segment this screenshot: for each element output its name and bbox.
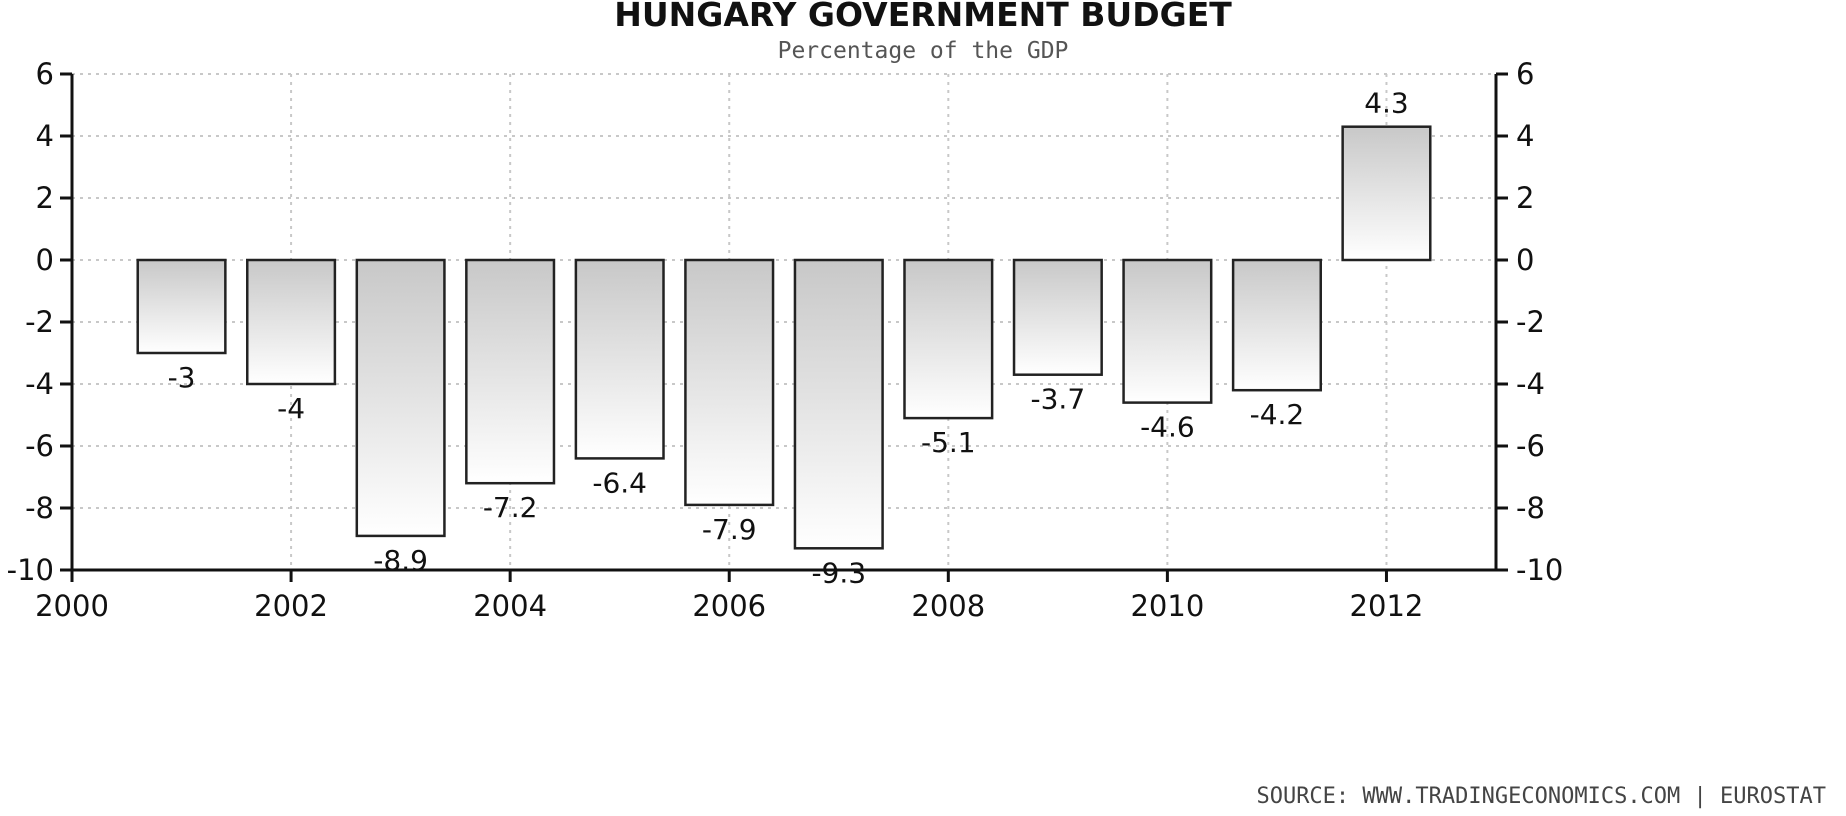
bar-2004 — [465, 258, 556, 485]
y-tick-label-left: -4 — [25, 367, 54, 401]
y-tick-label-left: 0 — [36, 243, 54, 277]
y-tick-label-right: 0 — [1516, 243, 1534, 277]
source-note: SOURCE: WWW.TRADINGECONOMICS.COM | EUROS… — [1256, 784, 1826, 809]
data-labels: -3 -4 -8.9 -7.2 -6.4 -7.9 -9.3 -5.1 -3.7 -4.6 -4.2… — [168, 87, 1409, 590]
y-tick-label-left: -10 — [7, 553, 54, 587]
bar-2001 — [136, 258, 227, 355]
x-tick-label: 2000 — [35, 589, 109, 623]
x-tick-label: 2008 — [911, 589, 985, 623]
data-label-2006: -7.9 — [702, 513, 757, 546]
bar-2010 — [1122, 258, 1213, 404]
x-tick-label: 2006 — [692, 589, 766, 623]
x-tick-label: 2004 — [473, 589, 547, 623]
y-tick-label-right: 2 — [1516, 181, 1534, 215]
data-label-2010: -4.6 — [1140, 411, 1195, 444]
y-tick-label-left: 4 — [36, 119, 54, 153]
y-tick-label-right: -10 — [1516, 553, 1563, 587]
data-label-2004: -7.2 — [483, 491, 538, 524]
data-label-2003: -8.9 — [373, 544, 428, 577]
bar-2005 — [574, 258, 665, 460]
bars — [136, 125, 1432, 550]
data-label-2002: -4 — [277, 392, 305, 425]
bar-2006 — [684, 258, 775, 507]
data-label-2009: -3.7 — [1031, 383, 1086, 416]
y-tick-label-left: -2 — [25, 305, 54, 339]
bar-2007 — [793, 258, 884, 550]
x-tick-label: 2010 — [1130, 589, 1204, 623]
y-tick-label-left: -6 — [25, 429, 54, 463]
y-tick-label-left: 6 — [36, 57, 54, 91]
bar-2011 — [1231, 258, 1322, 392]
y-tick-label-right: -6 — [1516, 429, 1545, 463]
chart-title: HUNGARY GOVERNMENT BUDGET — [614, 0, 1232, 34]
y-tick-label-right: -8 — [1516, 491, 1545, 525]
chart-subtitle: Percentage of the GDP — [778, 38, 1069, 64]
bar-2002 — [246, 258, 337, 386]
y-tick-label-right: -2 — [1516, 305, 1545, 339]
data-label-2012: 4.3 — [1364, 87, 1409, 120]
bar-2003 — [355, 258, 446, 538]
data-label-2011: -4.2 — [1250, 398, 1305, 431]
data-label-2005: -6.4 — [592, 466, 647, 499]
y-tick-label-right: 6 — [1516, 57, 1534, 91]
data-label-2001: -3 — [168, 361, 196, 394]
bar-2008 — [903, 258, 994, 420]
bar-2009 — [1012, 258, 1103, 376]
data-label-2008: -5.1 — [921, 426, 976, 459]
y-tick-label-right: 4 — [1516, 119, 1534, 153]
bar-2012 — [1341, 125, 1432, 262]
x-tick-label: 2012 — [1350, 589, 1424, 623]
x-tick-label: 2002 — [254, 589, 328, 623]
y-tick-label-right: -4 — [1516, 367, 1545, 401]
y-tick-label-left: 2 — [36, 181, 54, 215]
y-tick-label-left: -8 — [25, 491, 54, 525]
data-label-2007: -9.3 — [811, 556, 866, 589]
